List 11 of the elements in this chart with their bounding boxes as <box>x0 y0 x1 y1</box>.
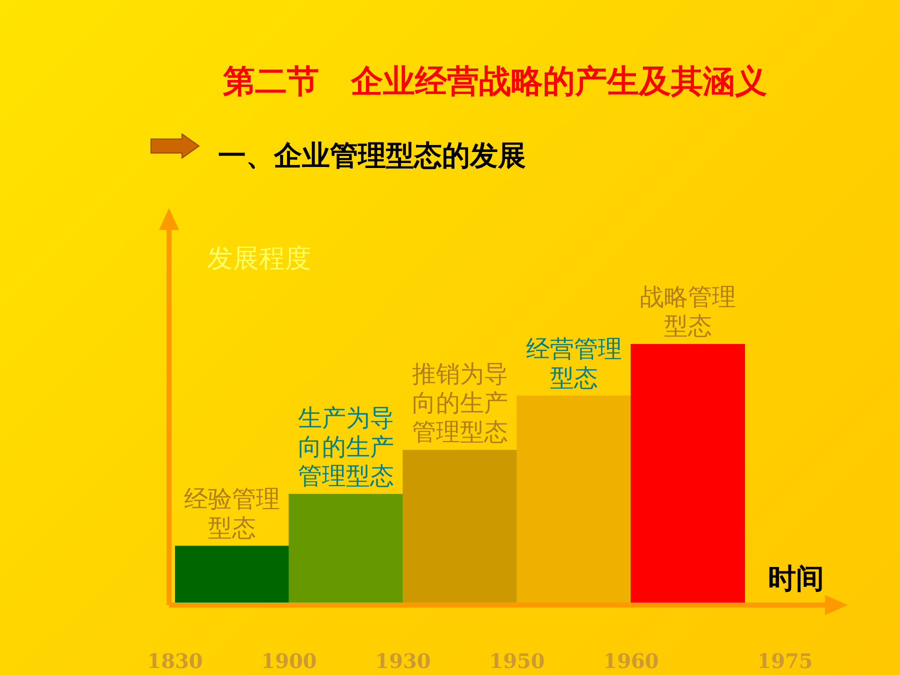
x-tick-label: 推销为导向的生产管理型态 <box>412 360 508 446</box>
text: 1900 <box>261 649 317 673</box>
x-tick-label: 生产为导向的生产管理型态 <box>298 404 394 490</box>
text: 1830 <box>147 649 203 673</box>
x-tick-label: 经验管理型态 <box>184 485 280 542</box>
x-tick-label: 经营管理型态 <box>526 334 622 392</box>
chart-subtitle: 一、企业管理型态的发展 <box>218 139 526 172</box>
chart-title: 第二节 企业经营战略的产生及其涵义 <box>222 62 767 100</box>
x-axis-title: 时间 <box>768 562 824 595</box>
y-axis-title: 发展程度 <box>207 244 311 274</box>
x-tick-label: 战略管理型态 <box>640 283 736 340</box>
